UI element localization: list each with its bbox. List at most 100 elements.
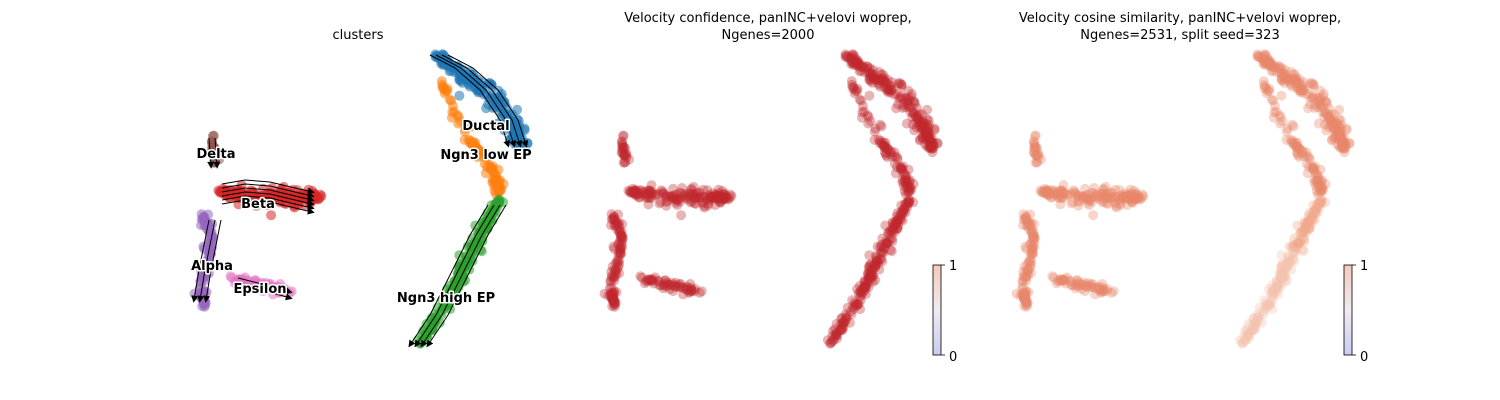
cell-point — [1288, 139, 1299, 150]
cell-point — [1110, 198, 1121, 209]
cell-point — [662, 277, 673, 288]
cell-point — [850, 54, 861, 64]
cosine-colorbar-min: 0 — [1360, 350, 1368, 365]
cell-point — [918, 117, 929, 128]
cell-point — [1273, 277, 1284, 288]
cell-point — [882, 143, 893, 154]
cell-point — [615, 245, 626, 256]
cell-point — [612, 218, 623, 229]
cell-point — [1058, 180, 1069, 191]
cell-point — [1252, 49, 1263, 60]
cell-point — [716, 193, 727, 204]
cell-point — [725, 189, 736, 200]
cell-point — [850, 86, 861, 97]
cell-point — [1041, 185, 1052, 196]
cell-point — [612, 257, 623, 268]
panel-velocity-confidence: Velocity confidence, panINC+velovi wopre… — [599, 11, 957, 365]
cell-point — [1272, 280, 1283, 291]
cell-point — [1018, 292, 1029, 303]
cell-point — [854, 280, 865, 291]
cell-point — [1285, 77, 1296, 88]
cell-point — [903, 98, 913, 109]
cell-point — [858, 281, 869, 292]
cell-point — [1108, 286, 1119, 297]
cell-point — [1119, 192, 1130, 203]
cell-point — [1330, 124, 1341, 135]
cell-point — [707, 192, 718, 203]
cell-point — [1299, 236, 1310, 247]
cell-point — [1121, 191, 1132, 202]
cell-point — [1302, 168, 1313, 179]
cell-point — [714, 190, 725, 200]
cell-point — [1043, 190, 1054, 201]
cell-point — [865, 270, 875, 281]
cell-point — [1300, 224, 1311, 235]
cell-point — [883, 144, 894, 155]
cell-point — [864, 72, 875, 83]
cell-point — [847, 302, 858, 313]
cell-point — [1097, 189, 1107, 199]
cell-point — [1304, 223, 1315, 234]
cell-point — [1029, 142, 1040, 153]
cell-point — [1313, 200, 1324, 211]
cell-point — [1337, 141, 1348, 152]
cell-point — [861, 63, 872, 74]
cell-point — [1259, 53, 1269, 64]
cell-point — [1060, 274, 1071, 285]
cell-point — [828, 335, 839, 346]
cell-point — [900, 172, 911, 183]
cell-point — [1016, 283, 1027, 294]
cell-point — [1055, 275, 1066, 286]
cell-point — [1057, 186, 1068, 196]
cell-point — [1056, 187, 1067, 198]
cell-point — [657, 186, 668, 197]
cell-point — [1265, 55, 1276, 66]
cell-point — [905, 186, 916, 197]
cell-point — [619, 150, 630, 161]
cell-point — [902, 176, 913, 187]
cell-point — [1023, 256, 1034, 267]
cell-point — [1124, 193, 1135, 203]
cell-point — [1018, 220, 1028, 231]
cell-point — [1291, 75, 1302, 86]
cell-point — [1130, 194, 1140, 205]
cell-point — [1320, 197, 1331, 208]
cell-point — [888, 225, 899, 235]
cell-point — [1328, 119, 1339, 130]
cell-point — [922, 125, 933, 136]
cell-point — [608, 212, 619, 223]
cell-point — [829, 324, 840, 335]
cell-point — [1260, 304, 1271, 314]
cell-point — [606, 272, 617, 283]
label-ductal: Ductal — [462, 119, 509, 134]
cell-point — [1019, 288, 1030, 299]
cell-point — [686, 183, 697, 194]
cell-point — [1332, 125, 1343, 135]
cell-point — [919, 126, 930, 137]
cell-point — [653, 188, 664, 199]
cell-point — [1268, 61, 1279, 72]
cell-point — [1276, 273, 1286, 284]
cell-point — [1043, 187, 1054, 198]
cell-point — [1340, 141, 1351, 152]
cell-point — [1071, 275, 1082, 286]
cell-point — [615, 243, 626, 254]
cell-point — [1028, 241, 1039, 251]
cell-point — [614, 227, 625, 238]
cell-point — [1287, 75, 1298, 86]
cell-point — [862, 61, 873, 72]
cell-point — [1074, 281, 1084, 292]
cell-point — [1318, 184, 1329, 194]
cell-point — [927, 143, 937, 154]
cell-point — [1287, 119, 1298, 130]
cell-point — [662, 281, 672, 292]
cell-point — [876, 121, 887, 132]
cell-point — [1302, 151, 1313, 162]
cell-point — [923, 131, 934, 142]
cell-point — [1333, 127, 1344, 138]
cell-point — [873, 258, 884, 269]
cell-point — [674, 281, 685, 292]
cell-point — [1133, 191, 1144, 202]
cell-point — [1290, 76, 1301, 86]
